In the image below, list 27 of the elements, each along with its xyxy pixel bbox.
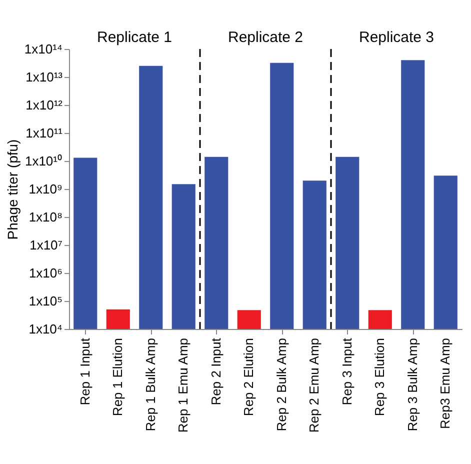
y-tick-label: 1x10¹⁰ bbox=[24, 154, 62, 168]
y-tick-label: 1x10⁶ bbox=[28, 266, 62, 280]
y-axis-title: Phage titer (pfu) bbox=[4, 139, 20, 240]
y-tick-label: 1x10¹³ bbox=[26, 70, 64, 84]
x-tick-label: Rep 1 Input bbox=[77, 338, 92, 406]
x-tick-label: Rep 1 Emu Amp bbox=[176, 338, 191, 433]
x-tick-label: Rep 1 Bulk Amp bbox=[142, 338, 158, 432]
x-tick-label: Rep 1 Elution bbox=[110, 338, 126, 416]
text: Replicate 3 bbox=[358, 29, 434, 46]
text: Replicate 1 bbox=[96, 29, 172, 46]
y-tick-label: 1x10⁵ bbox=[28, 294, 62, 308]
y-tick-label: 1x10¹⁴ bbox=[24, 42, 62, 56]
x-tick-label: Rep 3 Bulk Amp bbox=[404, 338, 420, 432]
x-tick-label: Rep 2 Input bbox=[208, 338, 224, 406]
x-tick-label: Rep 2 Emu Amp bbox=[306, 338, 322, 433]
x-tick-label: Rep 3 Elution bbox=[372, 338, 388, 416]
x-tick-label: Rep 2 Bulk Amp bbox=[274, 338, 289, 432]
x-tick-label: Rep3 Emu Amp bbox=[438, 338, 453, 430]
y-tick-label: 1x10⁷ bbox=[30, 238, 63, 252]
x-tick-label: Rep 2 Elution bbox=[241, 338, 256, 416]
text: Replicate 2 bbox=[228, 29, 304, 46]
y-tick-label: 1x10⁴ bbox=[28, 322, 62, 336]
y-tick-label: 1x10⁹ bbox=[28, 182, 62, 196]
y-tick-label: 1x10¹¹ bbox=[26, 126, 64, 140]
y-tick-label: 1x10¹² bbox=[26, 98, 64, 112]
x-tick-label: Rep 3 Input bbox=[339, 338, 354, 406]
y-tick-label: 1x10⁸ bbox=[28, 210, 62, 224]
